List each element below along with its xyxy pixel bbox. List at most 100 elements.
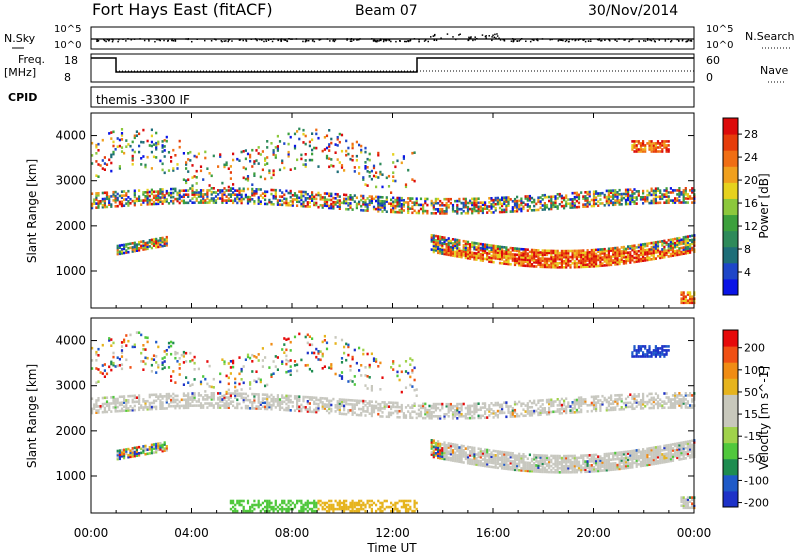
range-gate-cell <box>404 499 408 503</box>
range-gate-cell <box>488 457 491 460</box>
range-gate-cell <box>518 199 521 203</box>
range-gate-cell <box>516 261 519 265</box>
range-gate-cell <box>234 406 237 410</box>
range-gate-cell <box>123 243 126 247</box>
range-gate-cell <box>614 252 617 256</box>
range-gate-cell <box>682 201 685 204</box>
range-gate-cell <box>537 196 540 199</box>
range-gate-cell <box>221 394 224 398</box>
range-gate-cell <box>285 402 288 406</box>
range-gate-cell <box>588 259 591 262</box>
nsky-point <box>689 40 692 42</box>
range-gate-cell <box>340 507 344 511</box>
range-gate-cell <box>460 406 463 410</box>
range-gate-cell <box>176 398 179 402</box>
range-gate-cell <box>569 202 572 205</box>
range-gate-cell <box>199 193 203 196</box>
range-gate-cell <box>133 404 136 408</box>
range-gate-cell <box>91 204 94 208</box>
range-gate-cell <box>577 261 581 265</box>
range-gate-cell <box>498 198 502 202</box>
range-gate-cell <box>627 202 630 206</box>
range-gate-cell <box>340 377 344 380</box>
range-gate-cell <box>172 398 175 402</box>
range-gate-cell <box>276 394 279 397</box>
ytick-label: 2000 <box>55 219 86 233</box>
range-gate-cell <box>264 198 267 202</box>
range-gate-cell <box>353 194 356 197</box>
range-gate-cell <box>577 195 581 199</box>
range-gate-cell <box>676 193 679 196</box>
range-gate-cell <box>152 445 156 448</box>
range-gate-cell <box>445 443 448 447</box>
range-gate-cell <box>330 363 333 366</box>
range-gate-cell <box>550 195 553 199</box>
range-gate-cell <box>101 197 104 201</box>
range-gate-cell <box>172 341 175 345</box>
range-gate-cell <box>112 400 115 403</box>
range-gate-cell <box>511 200 514 203</box>
range-gate-cell <box>246 404 250 408</box>
range-gate-cell <box>315 201 318 205</box>
range-gate-cell <box>234 189 237 192</box>
range-gate-cell <box>161 361 164 364</box>
range-gate-cell <box>91 141 94 145</box>
range-gate-cell <box>127 246 130 250</box>
range-gate-cell <box>321 505 324 509</box>
range-gate-cell <box>144 446 147 450</box>
nave-tick-top: 60 <box>706 54 720 67</box>
range-gate-cell <box>486 245 489 249</box>
range-gate-cell <box>266 140 269 143</box>
range-gate-cell <box>530 254 534 258</box>
range-gate-cell <box>439 442 442 446</box>
range-gate-cell <box>364 414 367 417</box>
range-gate-cell <box>355 399 358 402</box>
range-gate-cell <box>289 507 292 511</box>
range-gate-cell <box>191 396 194 399</box>
power-heatmap <box>91 127 696 305</box>
range-gate-cell <box>131 447 134 450</box>
range-gate-cell <box>227 197 230 200</box>
range-gate-cell <box>686 247 689 251</box>
range-gate-cell <box>390 509 393 513</box>
range-gate-cell <box>261 168 264 172</box>
range-gate-cell <box>325 200 329 203</box>
range-gate-cell <box>610 249 613 252</box>
range-gate-cell <box>229 193 232 196</box>
range-gate-cell <box>362 503 365 507</box>
range-gate-cell <box>394 204 397 208</box>
nsky-point <box>261 39 263 41</box>
range-gate-cell <box>140 360 143 363</box>
range-gate-cell <box>528 262 531 266</box>
range-gate-cell <box>460 201 463 205</box>
range-gate-cell <box>185 406 188 410</box>
range-gate-cell <box>118 409 121 413</box>
range-gate-cell <box>377 176 380 179</box>
range-gate-cell <box>494 464 497 467</box>
range-gate-cell <box>616 191 619 194</box>
range-gate-cell <box>595 262 598 266</box>
range-gate-cell <box>526 256 529 260</box>
range-gate-cell <box>202 398 205 401</box>
range-gate-cell <box>392 401 395 405</box>
range-gate-cell <box>338 507 341 511</box>
range-gate-cell <box>631 192 634 195</box>
range-gate-cell <box>131 199 134 203</box>
range-gate-cell <box>103 156 106 159</box>
range-gate-cell <box>490 248 493 251</box>
range-gate-cell <box>599 256 602 259</box>
range-gate-cell <box>266 405 269 409</box>
range-gate-cell <box>642 198 645 201</box>
range-gate-cell <box>503 208 506 212</box>
range-gate-cell <box>573 255 576 259</box>
range-gate-cell <box>477 256 480 260</box>
range-gate-cell <box>191 189 194 192</box>
range-gate-cell <box>138 189 141 192</box>
range-gate-cell <box>652 150 655 153</box>
range-gate-cell <box>466 207 470 211</box>
range-gate-cell <box>434 201 437 205</box>
range-gate-cell <box>656 201 660 205</box>
range-gate-cell <box>466 250 470 254</box>
range-gate-cell <box>430 439 433 442</box>
range-gate-cell <box>355 154 358 158</box>
